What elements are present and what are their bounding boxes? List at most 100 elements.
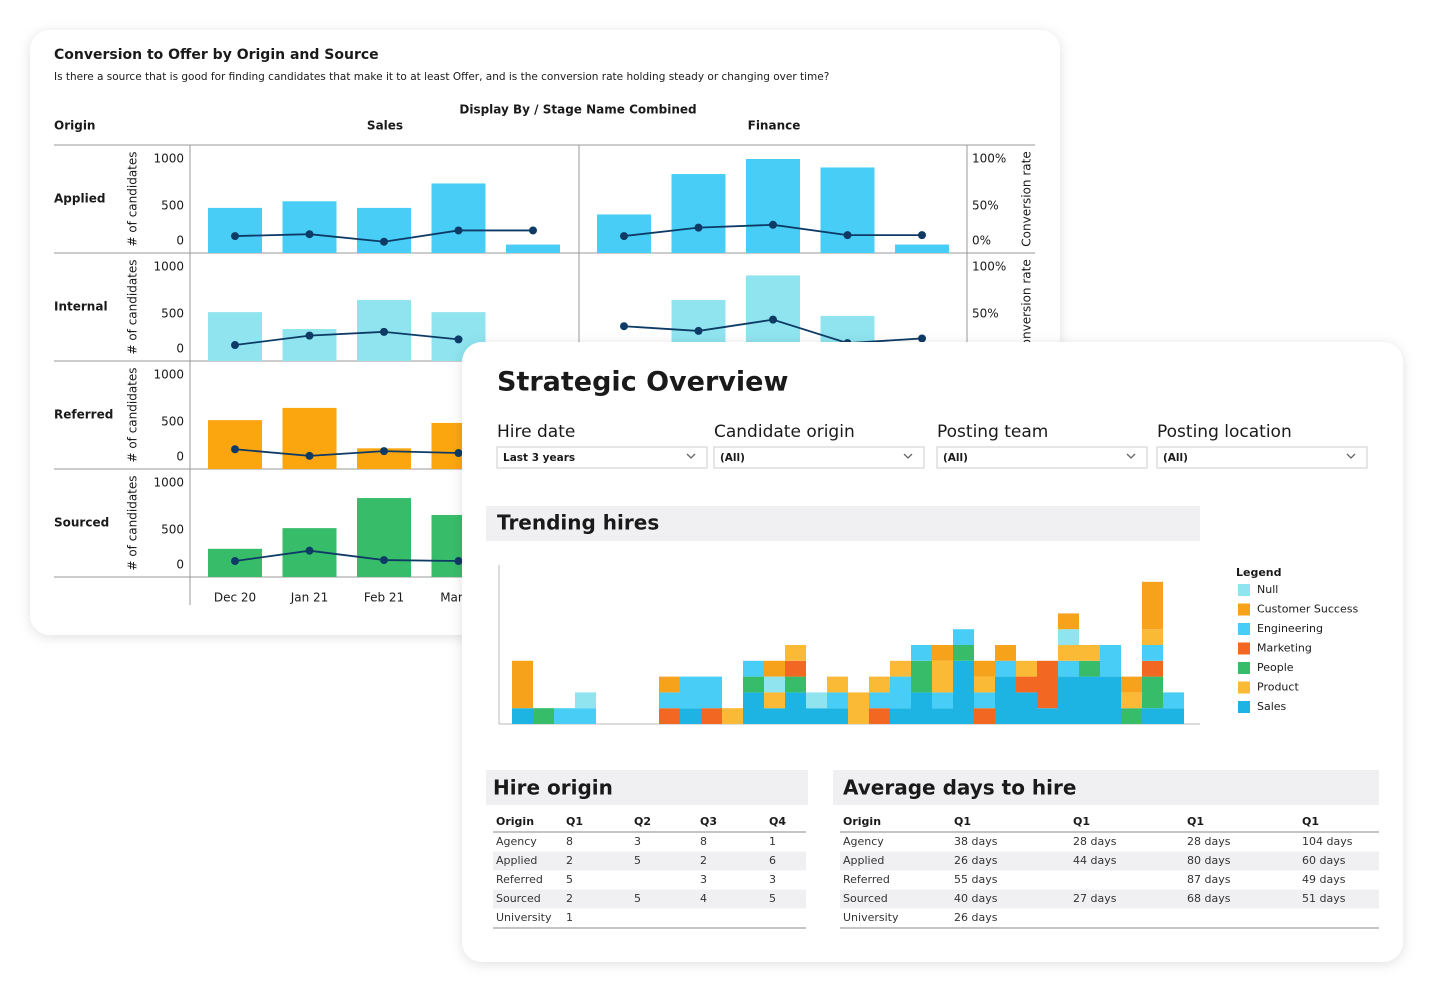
y-tick-label: 1000 [153, 260, 184, 274]
bar-segment [701, 676, 722, 709]
dropdown[interactable] [1156, 446, 1368, 469]
table-header: Q1 [1073, 815, 1090, 828]
table-cell: Sourced [496, 892, 541, 905]
bar-segment [1079, 660, 1100, 677]
legend-label: Sales [1257, 700, 1287, 713]
bar-segment [743, 660, 764, 677]
rate-point [305, 331, 314, 340]
rate-point [305, 546, 314, 555]
y2-tick-label: 50% [972, 307, 999, 321]
bar [357, 448, 411, 469]
origin-header: Origin [54, 119, 95, 133]
rate-point [380, 447, 388, 456]
table-cell: 40 days [954, 892, 998, 905]
table-cell: 5 [634, 892, 641, 905]
table-cell: 3 [769, 873, 776, 886]
display-by: Display By / Stage Name Combined [459, 103, 696, 117]
bar-segment [1163, 708, 1184, 724]
table-cell: 5 [634, 854, 641, 867]
bar-segment [1058, 645, 1079, 661]
bar-segment [1142, 708, 1163, 724]
bar-segment [512, 660, 533, 709]
section-header [833, 770, 1379, 805]
dropdown-value: (All) [720, 452, 745, 464]
bar-segment [911, 692, 932, 724]
bar [431, 183, 486, 253]
y-tick-label: 500 [161, 307, 184, 321]
dropdown[interactable] [713, 446, 925, 469]
bar [208, 207, 262, 253]
bar-segment [1142, 629, 1163, 645]
legend-swatch [1238, 642, 1250, 655]
bar-segment [1100, 645, 1121, 677]
dropdown-chevron [1346, 453, 1356, 459]
bar-segment [1016, 676, 1037, 693]
row-stripe [493, 851, 806, 871]
y2-axis-label: Conversion rate [1020, 151, 1034, 246]
rate-point [305, 230, 314, 239]
section-header [486, 506, 1200, 541]
table-cell: 80 days [1187, 854, 1231, 867]
rate-point [454, 226, 463, 235]
bar-segment [575, 692, 596, 709]
rate-point [380, 556, 388, 565]
bar-segment [869, 676, 890, 693]
table-cell: 2 [566, 892, 573, 905]
bar-segment [953, 629, 974, 645]
row-label: Referred [54, 408, 113, 422]
legend-label: Customer Success [1257, 603, 1358, 616]
card-title: Conversion to Offer by Origin and Source [54, 47, 379, 63]
table-cell: 55 days [954, 873, 998, 886]
dropdown-chevron [1126, 453, 1136, 459]
y2-tick-label: 100% [972, 260, 1006, 274]
legend-swatch [1238, 603, 1250, 616]
bar-segment [1016, 692, 1037, 724]
dropdown[interactable] [936, 446, 1148, 469]
rate-point [380, 327, 388, 336]
bar-segment [1142, 660, 1163, 677]
bar-segment [743, 676, 764, 693]
bar-segment [827, 676, 848, 693]
bar-segment [764, 676, 785, 693]
bar-segment [995, 660, 1016, 677]
bar-segment [533, 708, 554, 724]
table-header: Q1 [1187, 815, 1204, 828]
bar-segment [974, 692, 995, 709]
table-title: Hire origin [493, 776, 613, 800]
bar-segment [869, 708, 890, 724]
bar-segment [974, 708, 995, 724]
rate-point [231, 341, 239, 350]
rate-point [918, 231, 926, 240]
table-cell: 6 [769, 854, 776, 867]
row-label: Internal [54, 300, 108, 314]
rate-point [454, 557, 463, 566]
rate-point [843, 231, 852, 240]
bar-segment [1142, 581, 1163, 630]
table-cell: 3 [700, 873, 707, 886]
y-tick-label: 1000 [153, 368, 184, 382]
table-cell: 60 days [1302, 854, 1346, 867]
bar-segment [890, 676, 911, 709]
bar-segment [701, 708, 722, 724]
table-cell: 44 days [1073, 854, 1117, 867]
rate-point [454, 335, 463, 344]
bar-segment [680, 708, 701, 724]
y-tick-label: 1000 [153, 476, 184, 490]
table-cell: 26 days [954, 911, 998, 924]
y2-tick-label: 0% [972, 234, 991, 248]
rate-point [380, 237, 388, 246]
table-cell: 4 [700, 892, 707, 905]
table-cell: 1 [769, 835, 776, 848]
bar-segment [953, 660, 974, 724]
rate-point [529, 226, 537, 235]
dropdown[interactable] [496, 446, 708, 469]
table-cell: 2 [566, 854, 573, 867]
bar-segment [1058, 676, 1079, 724]
legend-swatch [1238, 681, 1250, 694]
rate-line [234, 549, 459, 562]
y-axis-label: # of candidates [126, 367, 140, 462]
y-tick-label: 500 [161, 199, 184, 213]
bar-segment [806, 692, 827, 709]
table-header: Q1 [566, 815, 583, 828]
